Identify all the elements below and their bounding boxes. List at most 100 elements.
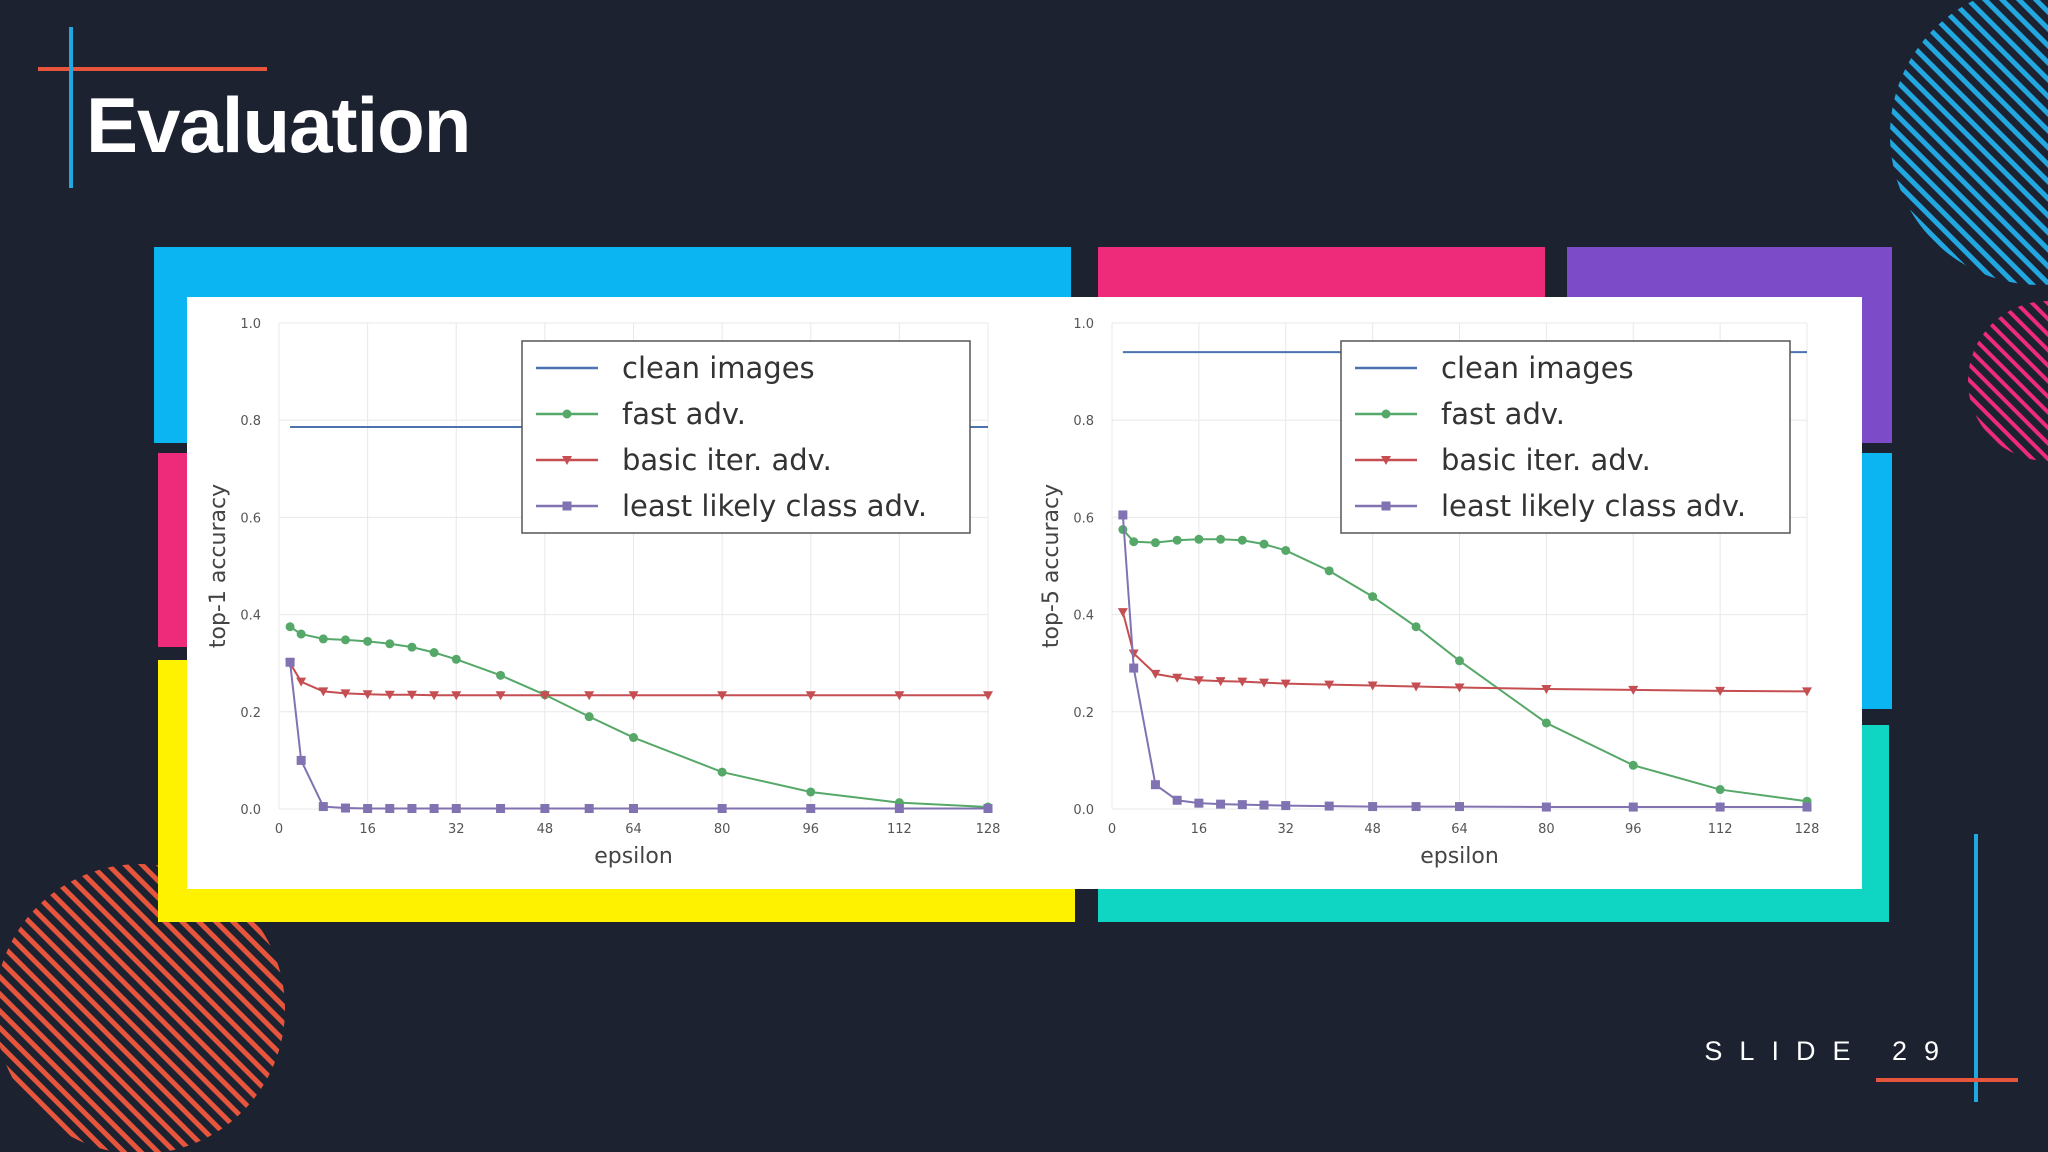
data-point-basic bbox=[1367, 681, 1378, 691]
data-point-basic bbox=[429, 691, 440, 701]
data-point-fast bbox=[1411, 622, 1421, 632]
accent-line-vertical-bottom bbox=[1974, 834, 1978, 1102]
data-point-ll bbox=[1194, 798, 1204, 808]
data-point-basic bbox=[539, 691, 550, 701]
series-basic bbox=[1117, 608, 1812, 697]
data-point-fast bbox=[318, 634, 328, 644]
legend-label-ll: least likely class adv. bbox=[622, 489, 927, 523]
data-point-ll bbox=[1715, 802, 1725, 812]
y-tick-label: 0.2 bbox=[240, 706, 261, 721]
x-tick-label: 80 bbox=[1538, 822, 1555, 837]
data-point-ll bbox=[894, 804, 904, 814]
data-point-ll bbox=[385, 804, 395, 814]
data-point-basic bbox=[406, 690, 417, 700]
data-point-ll bbox=[285, 657, 295, 667]
data-point-fast bbox=[1150, 538, 1160, 548]
data-point-basic bbox=[1454, 683, 1465, 693]
data-point-fast bbox=[407, 642, 417, 652]
data-point-basic bbox=[1117, 608, 1128, 618]
data-point-ll bbox=[407, 804, 417, 814]
x-tick-label: 128 bbox=[976, 822, 1001, 837]
legend-marker-ll bbox=[1381, 501, 1391, 511]
data-point-ll bbox=[1802, 802, 1812, 812]
data-point-fast bbox=[1715, 785, 1725, 795]
data-point-basic bbox=[1411, 682, 1422, 692]
series-line-fast bbox=[1122, 528, 1808, 803]
legend: clean images fast adv. basic iter. adv. lea… bbox=[1340, 340, 1791, 534]
x-tick-label: 112 bbox=[887, 822, 912, 837]
legend-marker-ll bbox=[562, 501, 572, 511]
data-point-basic bbox=[1150, 669, 1161, 679]
data-point-ll bbox=[1216, 799, 1226, 809]
x-tick-label: 96 bbox=[802, 822, 819, 837]
data-point-basic bbox=[340, 689, 351, 699]
y-tick-label: 1.0 bbox=[240, 317, 261, 332]
legend: clean images fast adv. basic iter. adv. lea… bbox=[521, 340, 971, 534]
data-point-fast bbox=[451, 654, 461, 664]
top1-accuracy-chart: 0 16 32 48 64 80 96 112 128 0.0 0.2 0.4 0.6 0.8 1.0 eps… bbox=[206, 317, 1001, 869]
legend-label-basic: basic iter. adv. bbox=[1441, 443, 1651, 477]
data-point-fast bbox=[363, 636, 373, 646]
legend-box bbox=[521, 340, 971, 534]
data-point-basic bbox=[362, 690, 373, 700]
x-tick-label: 64 bbox=[1451, 822, 1468, 837]
data-point-ll bbox=[983, 804, 993, 814]
legend-box bbox=[1340, 340, 1791, 534]
legend-label-ll: least likely class adv. bbox=[1441, 489, 1746, 523]
series-line-basic bbox=[289, 662, 988, 697]
data-point-ll bbox=[1281, 801, 1291, 811]
data-point-fast bbox=[1324, 566, 1334, 576]
data-point-basic bbox=[584, 691, 595, 701]
top5-accuracy-chart: 0 16 32 48 64 80 96 112 128 0.0 0.2 0.4 0.6 0.8 1.0 eps… bbox=[1039, 317, 1819, 869]
hatched-circle-decoration-orange bbox=[0, 864, 285, 1152]
data-point-ll bbox=[540, 804, 550, 814]
x-tick-label: 112 bbox=[1708, 822, 1733, 837]
series-line-ll bbox=[1121, 514, 1807, 809]
legend-label-basic: basic iter. adv. bbox=[622, 443, 832, 477]
legend-marker-basic bbox=[1381, 456, 1391, 465]
data-point-ll bbox=[1172, 795, 1182, 805]
data-point-basic bbox=[717, 691, 728, 701]
data-point-ll bbox=[584, 804, 594, 814]
data-point-fast bbox=[340, 635, 350, 645]
x-tick-label: 32 bbox=[1277, 822, 1294, 837]
data-point-fast bbox=[429, 648, 439, 658]
y-tick-label: 0.8 bbox=[240, 414, 261, 429]
data-point-ll bbox=[1628, 802, 1638, 812]
x-tick-label: 96 bbox=[1625, 822, 1642, 837]
y-axis-label: top-1 accuracy bbox=[206, 484, 231, 648]
series-ll bbox=[1118, 510, 1812, 812]
y-tick-label: 0.4 bbox=[1073, 609, 1094, 624]
data-point-fast bbox=[1541, 718, 1551, 728]
data-point-fast bbox=[296, 629, 306, 639]
data-point-basic bbox=[983, 691, 993, 701]
series-fast bbox=[1118, 525, 1812, 806]
data-point-ll bbox=[1541, 802, 1551, 812]
data-point-fast bbox=[629, 733, 638, 743]
hatched-circle-decoration-pink bbox=[1968, 301, 2048, 461]
data-point-ll bbox=[629, 804, 638, 814]
x-tick-label: 80 bbox=[714, 822, 731, 837]
data-point-fast bbox=[1216, 534, 1226, 544]
data-point-basic bbox=[296, 677, 307, 687]
accent-line-horizontal bbox=[38, 67, 267, 71]
data-point-basic bbox=[894, 691, 905, 701]
data-point-ll bbox=[1237, 800, 1247, 810]
data-point-ll bbox=[429, 804, 439, 814]
data-point-basic bbox=[1628, 685, 1639, 695]
data-point-basic bbox=[1172, 673, 1183, 683]
data-point-fast bbox=[285, 622, 295, 632]
x-tick-label: 64 bbox=[625, 822, 642, 837]
data-point-fast bbox=[1259, 539, 1269, 549]
data-point-fast bbox=[1194, 534, 1204, 544]
y-tick-label: 0.0 bbox=[240, 803, 261, 818]
data-point-ll bbox=[1259, 800, 1269, 810]
data-point-fast bbox=[584, 712, 594, 722]
data-point-basic bbox=[384, 690, 395, 700]
slide-number: SLIDE 29 bbox=[1704, 1036, 1956, 1066]
data-point-fast bbox=[717, 767, 727, 777]
data-point-ll bbox=[363, 804, 373, 814]
series-line-basic bbox=[1121, 611, 1808, 693]
data-point-fast bbox=[1129, 537, 1139, 547]
data-point-ll bbox=[496, 804, 506, 814]
